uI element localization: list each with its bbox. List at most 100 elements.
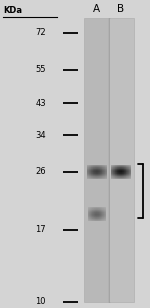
Bar bbox=[116, 168, 117, 169]
Bar bbox=[118, 178, 119, 179]
Bar bbox=[100, 209, 101, 210]
Bar bbox=[115, 165, 116, 166]
Bar bbox=[126, 174, 127, 175]
Bar bbox=[114, 167, 115, 168]
Bar bbox=[103, 220, 104, 221]
Bar bbox=[121, 171, 122, 172]
Bar bbox=[88, 215, 89, 216]
Bar bbox=[100, 171, 101, 172]
Bar bbox=[93, 211, 94, 212]
Bar bbox=[124, 174, 125, 175]
Bar bbox=[112, 171, 113, 172]
Bar bbox=[120, 165, 121, 166]
Bar bbox=[123, 164, 124, 165]
Bar bbox=[115, 174, 116, 175]
Bar bbox=[102, 167, 103, 168]
Bar bbox=[97, 166, 98, 167]
Bar bbox=[127, 173, 128, 174]
Bar bbox=[102, 209, 103, 210]
Bar bbox=[89, 207, 90, 208]
Bar bbox=[123, 165, 124, 166]
Bar bbox=[124, 173, 125, 174]
Bar bbox=[91, 207, 92, 208]
Bar bbox=[125, 165, 126, 166]
Bar bbox=[116, 165, 117, 166]
Bar bbox=[97, 176, 98, 177]
Bar bbox=[118, 164, 119, 165]
Bar bbox=[106, 170, 107, 171]
Bar bbox=[103, 171, 104, 172]
Bar bbox=[128, 174, 129, 175]
Bar bbox=[100, 211, 101, 212]
Bar bbox=[108, 18, 134, 302]
Bar bbox=[127, 168, 128, 169]
Bar bbox=[122, 176, 123, 177]
Bar bbox=[93, 213, 94, 214]
Bar bbox=[98, 170, 99, 171]
Bar bbox=[96, 207, 97, 208]
Bar bbox=[91, 177, 92, 178]
Bar bbox=[91, 169, 92, 170]
Bar bbox=[88, 209, 89, 210]
Bar bbox=[128, 164, 129, 165]
Bar bbox=[90, 210, 91, 211]
Bar bbox=[121, 173, 122, 174]
Bar bbox=[103, 167, 104, 168]
Bar bbox=[96, 169, 97, 170]
Bar bbox=[91, 211, 92, 212]
Bar bbox=[100, 164, 101, 165]
Bar bbox=[93, 166, 94, 167]
Bar bbox=[124, 175, 125, 176]
Bar bbox=[130, 166, 131, 167]
Bar bbox=[127, 172, 128, 173]
Bar bbox=[92, 218, 93, 219]
Bar bbox=[113, 178, 114, 179]
Bar bbox=[97, 169, 98, 170]
Bar bbox=[104, 214, 105, 215]
Bar bbox=[102, 215, 103, 216]
Bar bbox=[101, 212, 102, 213]
Bar bbox=[112, 167, 113, 168]
Bar bbox=[119, 165, 120, 166]
Bar bbox=[90, 171, 91, 172]
Bar bbox=[124, 176, 125, 177]
Bar bbox=[92, 172, 93, 173]
Bar bbox=[88, 214, 89, 215]
Bar bbox=[118, 166, 119, 167]
Bar bbox=[104, 207, 105, 208]
Bar bbox=[96, 165, 97, 166]
Bar bbox=[100, 166, 101, 167]
Bar bbox=[130, 164, 131, 165]
Bar bbox=[96, 217, 97, 218]
Bar bbox=[101, 178, 102, 179]
Bar bbox=[125, 170, 126, 171]
Bar bbox=[129, 178, 130, 179]
Bar bbox=[104, 164, 105, 165]
Bar bbox=[103, 173, 104, 174]
Bar bbox=[95, 207, 96, 208]
Bar bbox=[97, 218, 98, 219]
Bar bbox=[102, 165, 103, 166]
Bar bbox=[95, 216, 96, 217]
Bar bbox=[100, 215, 101, 216]
Bar bbox=[103, 176, 104, 177]
Bar bbox=[124, 164, 125, 165]
Bar bbox=[125, 176, 126, 177]
Bar bbox=[104, 217, 105, 218]
Bar bbox=[121, 177, 122, 178]
Bar bbox=[99, 166, 100, 167]
Bar bbox=[94, 172, 95, 173]
Bar bbox=[121, 178, 122, 179]
Bar bbox=[89, 176, 90, 177]
Bar bbox=[100, 212, 101, 213]
Bar bbox=[91, 170, 92, 171]
Bar bbox=[102, 176, 103, 177]
Bar bbox=[106, 175, 107, 176]
Bar bbox=[111, 171, 112, 172]
Bar bbox=[94, 166, 95, 167]
Bar bbox=[102, 171, 103, 172]
Bar bbox=[90, 208, 91, 209]
Bar bbox=[87, 173, 88, 174]
Bar bbox=[118, 174, 119, 175]
Bar bbox=[91, 217, 92, 218]
